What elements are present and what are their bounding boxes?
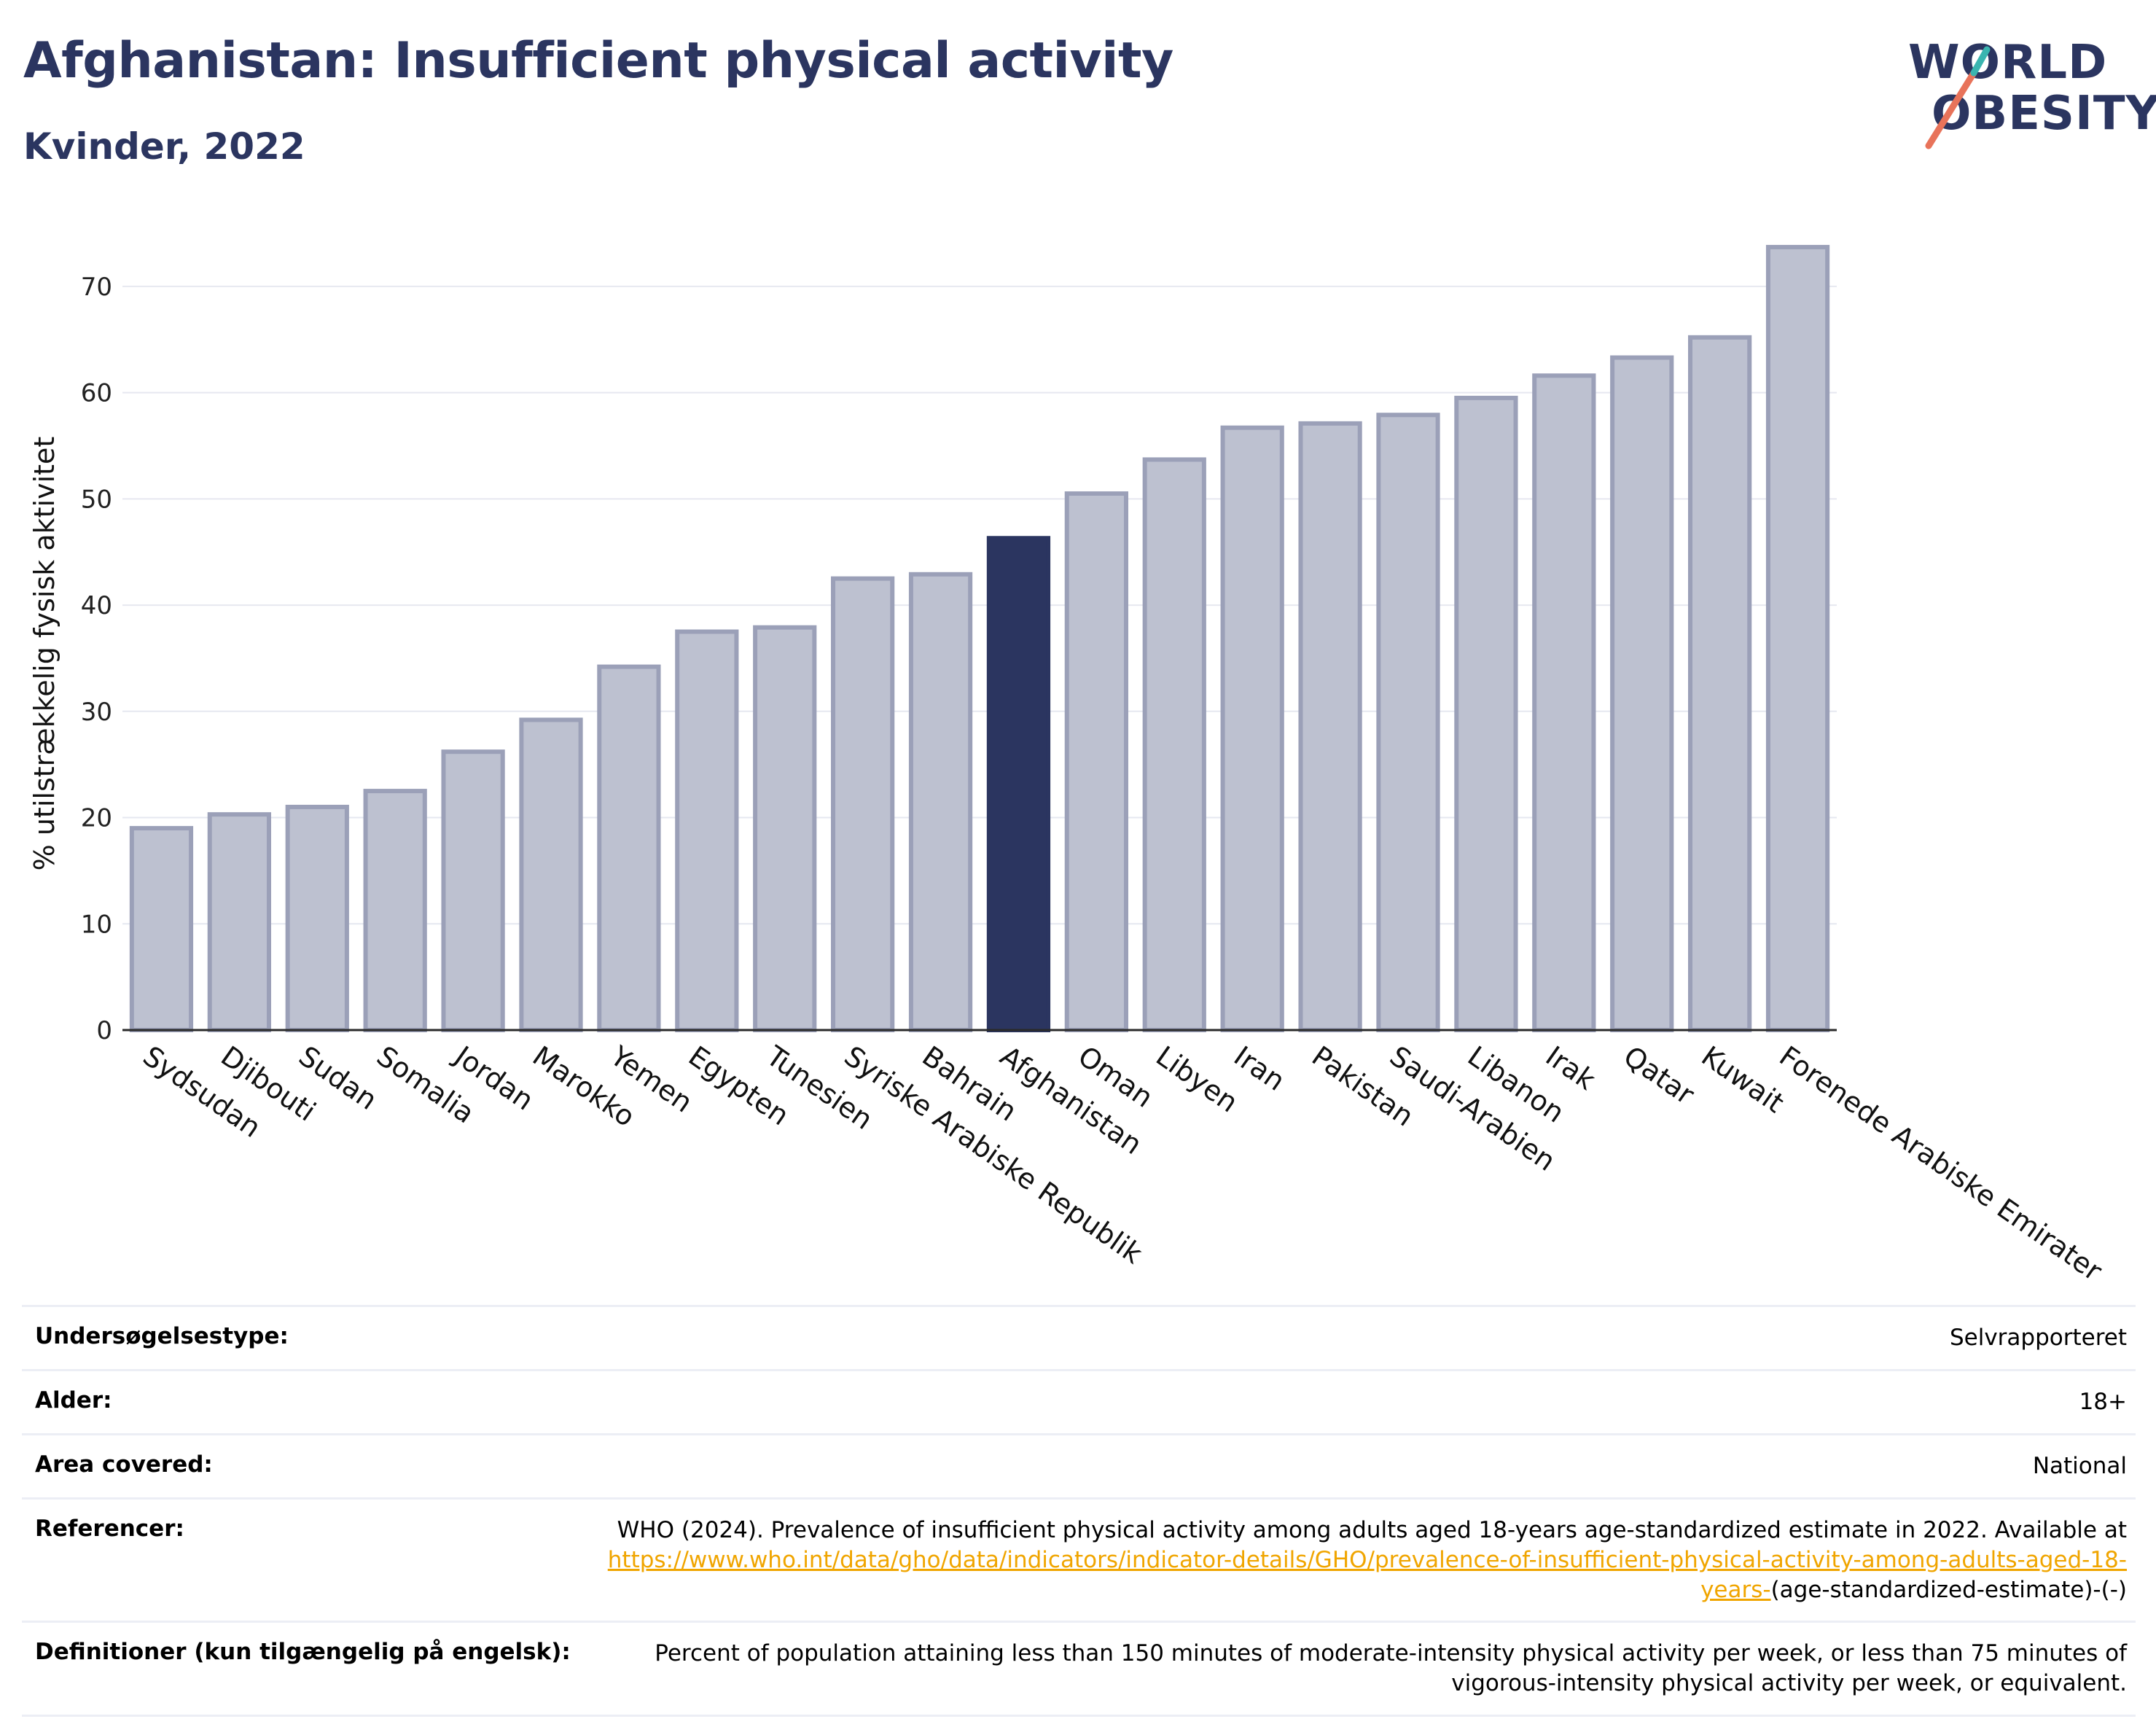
bar <box>908 572 973 1032</box>
logo-slash-icon <box>1925 46 1991 149</box>
bar <box>1142 457 1206 1032</box>
bar <box>441 749 505 1033</box>
y-tick-label: 50 <box>81 485 112 514</box>
info-row-area: Area covered: National <box>22 1432 2136 1497</box>
area-value: National <box>2032 1452 2127 1479</box>
references-label: Referencer: <box>35 1515 184 1542</box>
page-title: Afghanistan: Insufficient physical activ… <box>23 32 1173 90</box>
references-suffix: (age-standardized-estimate)-(-) <box>1770 1576 2127 1603</box>
survey-type-label: Undersøgelsestype: <box>35 1323 289 1349</box>
area-label: Area covered: <box>35 1451 213 1478</box>
highlight-bar <box>986 536 1051 1032</box>
x-tick-label: Libyen <box>1150 1040 1243 1118</box>
references-link[interactable]: https://www.who.int/data/gho/data/indica… <box>607 1546 2127 1603</box>
info-table: Undersøgelsestype: Selvrapporteret Alder… <box>22 1305 2136 1718</box>
bar <box>1532 373 1596 1032</box>
age-value: 18+ <box>2079 1388 2127 1415</box>
bar <box>519 717 583 1032</box>
bar <box>1688 335 1752 1032</box>
bar-chart: 0 10 20 30 40 50 60 70 % utilstrækkelig fysisk a… <box>28 244 2108 1283</box>
bar <box>129 826 194 1033</box>
bar <box>831 576 895 1032</box>
x-tick-label: Qatar <box>1618 1040 1700 1111</box>
world-obesity-logo: WORLD OBESITY <box>1895 22 2156 160</box>
references-value: WHO (2024). Prevalence of insufficient p… <box>538 1516 2127 1605</box>
bar <box>1064 491 1128 1032</box>
bar <box>753 625 817 1032</box>
age-label: Alder: <box>35 1387 112 1414</box>
info-row-survey-type: Undersøgelsestype: Selvrapporteret <box>22 1305 2136 1369</box>
info-row-references: Referencer: WHO (2024). Prevalence of in… <box>22 1497 2136 1621</box>
definitions-label: Definitioner (kun tilgængelig på engelsk… <box>35 1639 571 1666</box>
info-row-age: Alder: 18+ <box>22 1368 2136 1433</box>
bar <box>1298 421 1362 1032</box>
info-row-definitions: Definitioner (kun tilgængelig på engelsk… <box>22 1621 2136 1718</box>
bar <box>207 812 271 1033</box>
x-tick-label: Forenede Arabiske Emirater <box>1773 1040 2108 1283</box>
references-text: WHO (2024). Prevalence of insufficient p… <box>617 1516 2127 1543</box>
x-tick-label: Kuwait <box>1695 1040 1789 1119</box>
y-tick-label: 0 <box>96 1016 112 1045</box>
y-tick-label: 30 <box>81 698 112 727</box>
y-tick-label: 40 <box>81 591 112 620</box>
y-tick-label: 20 <box>81 804 112 833</box>
bar <box>285 804 349 1032</box>
bar <box>1220 425 1284 1032</box>
y-tick-label: 70 <box>81 273 112 302</box>
page-subtitle: Kvinder, 2022 <box>23 125 305 168</box>
y-tick-label: 60 <box>81 379 112 408</box>
bar <box>597 664 661 1032</box>
bar <box>1765 244 1830 1033</box>
logo-line1: WORLD <box>1908 36 2108 90</box>
definitions-value: Percent of population attaining less tha… <box>655 1640 2127 1697</box>
y-axis-title: % utilstrækkelig fysisk aktivitet <box>28 437 60 871</box>
bar <box>1610 355 1674 1032</box>
bar <box>1376 413 1440 1032</box>
y-tick-label: 10 <box>81 910 112 939</box>
bar <box>363 789 427 1032</box>
logo-line2: OBESITY <box>1932 87 2156 141</box>
bar <box>1454 395 1518 1032</box>
survey-type-value: Selvrapporteret <box>1949 1325 2127 1351</box>
bar <box>675 629 739 1032</box>
